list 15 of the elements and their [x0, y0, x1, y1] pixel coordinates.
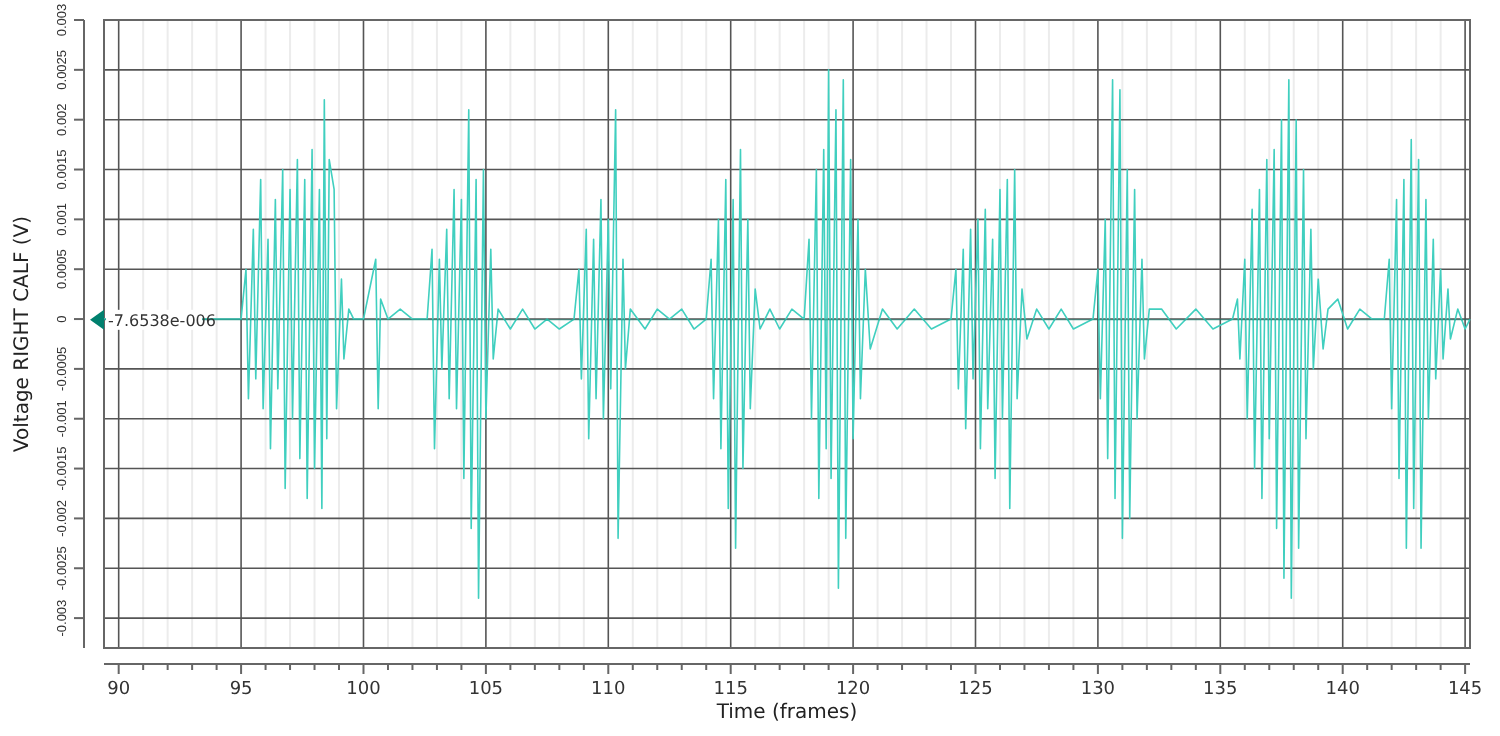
x-tick-label: 100: [346, 680, 382, 700]
x-tick-label: 135: [1203, 680, 1238, 700]
x-tick-label: 140: [1325, 680, 1361, 700]
x-tick-label: 115: [713, 680, 748, 700]
x-tick-label: 90: [107, 680, 131, 700]
ref-line-label: -7.6538e-006: [108, 311, 216, 330]
x-tick-label: 120: [835, 680, 871, 700]
x-tick-label: 95: [229, 680, 253, 700]
x-tick-label: 110: [591, 680, 627, 700]
y-axis-title: Voltage RIGHT CALF (V): [12, 215, 34, 453]
x-axis-title: Time (frames): [714, 702, 858, 724]
x-tick-label: 105: [468, 680, 504, 700]
x-tick-label: 130: [1080, 680, 1116, 700]
x-tick-label: 125: [958, 680, 993, 700]
x-tick-label: 145: [1447, 680, 1483, 700]
